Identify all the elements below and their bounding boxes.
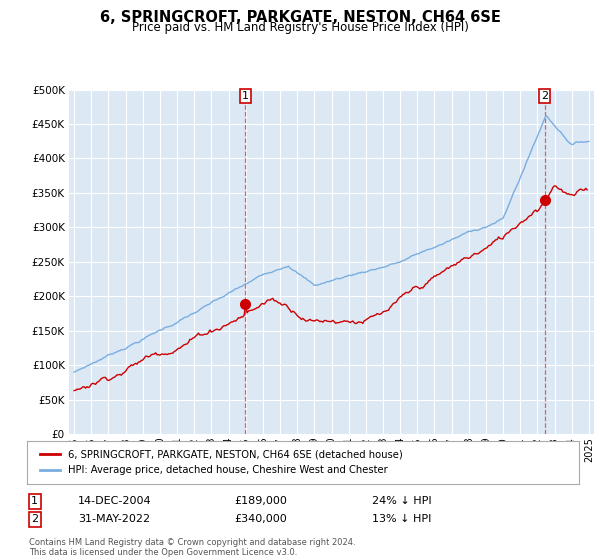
Text: 2: 2 — [31, 514, 38, 524]
Text: 31-MAY-2022: 31-MAY-2022 — [78, 514, 150, 524]
Text: 2: 2 — [541, 91, 548, 101]
Text: Price paid vs. HM Land Registry's House Price Index (HPI): Price paid vs. HM Land Registry's House … — [131, 21, 469, 34]
Text: 13% ↓ HPI: 13% ↓ HPI — [372, 514, 431, 524]
Text: Contains HM Land Registry data © Crown copyright and database right 2024.
This d: Contains HM Land Registry data © Crown c… — [29, 538, 355, 557]
Legend: 6, SPRINGCROFT, PARKGATE, NESTON, CH64 6SE (detached house), HPI: Average price,: 6, SPRINGCROFT, PARKGATE, NESTON, CH64 6… — [37, 446, 407, 479]
Text: 14-DEC-2004: 14-DEC-2004 — [78, 496, 152, 506]
Text: 1: 1 — [242, 91, 248, 101]
Text: £340,000: £340,000 — [234, 514, 287, 524]
Text: £189,000: £189,000 — [234, 496, 287, 506]
Text: 24% ↓ HPI: 24% ↓ HPI — [372, 496, 431, 506]
Text: 6, SPRINGCROFT, PARKGATE, NESTON, CH64 6SE: 6, SPRINGCROFT, PARKGATE, NESTON, CH64 6… — [100, 10, 500, 25]
Text: 1: 1 — [31, 496, 38, 506]
